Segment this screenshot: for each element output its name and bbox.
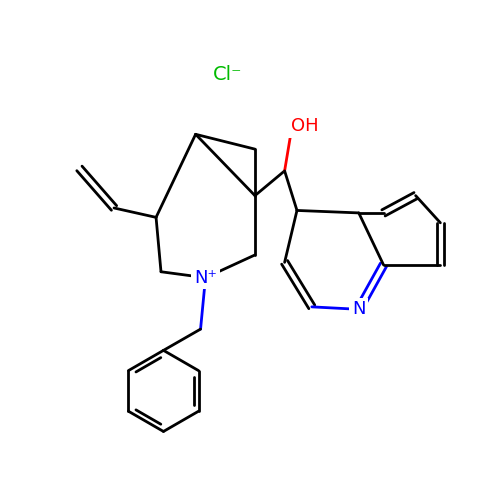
- Text: N⁺: N⁺: [194, 268, 217, 286]
- Text: N: N: [352, 300, 366, 318]
- Text: Cl⁻: Cl⁻: [213, 65, 242, 84]
- Text: OH: OH: [290, 118, 318, 136]
